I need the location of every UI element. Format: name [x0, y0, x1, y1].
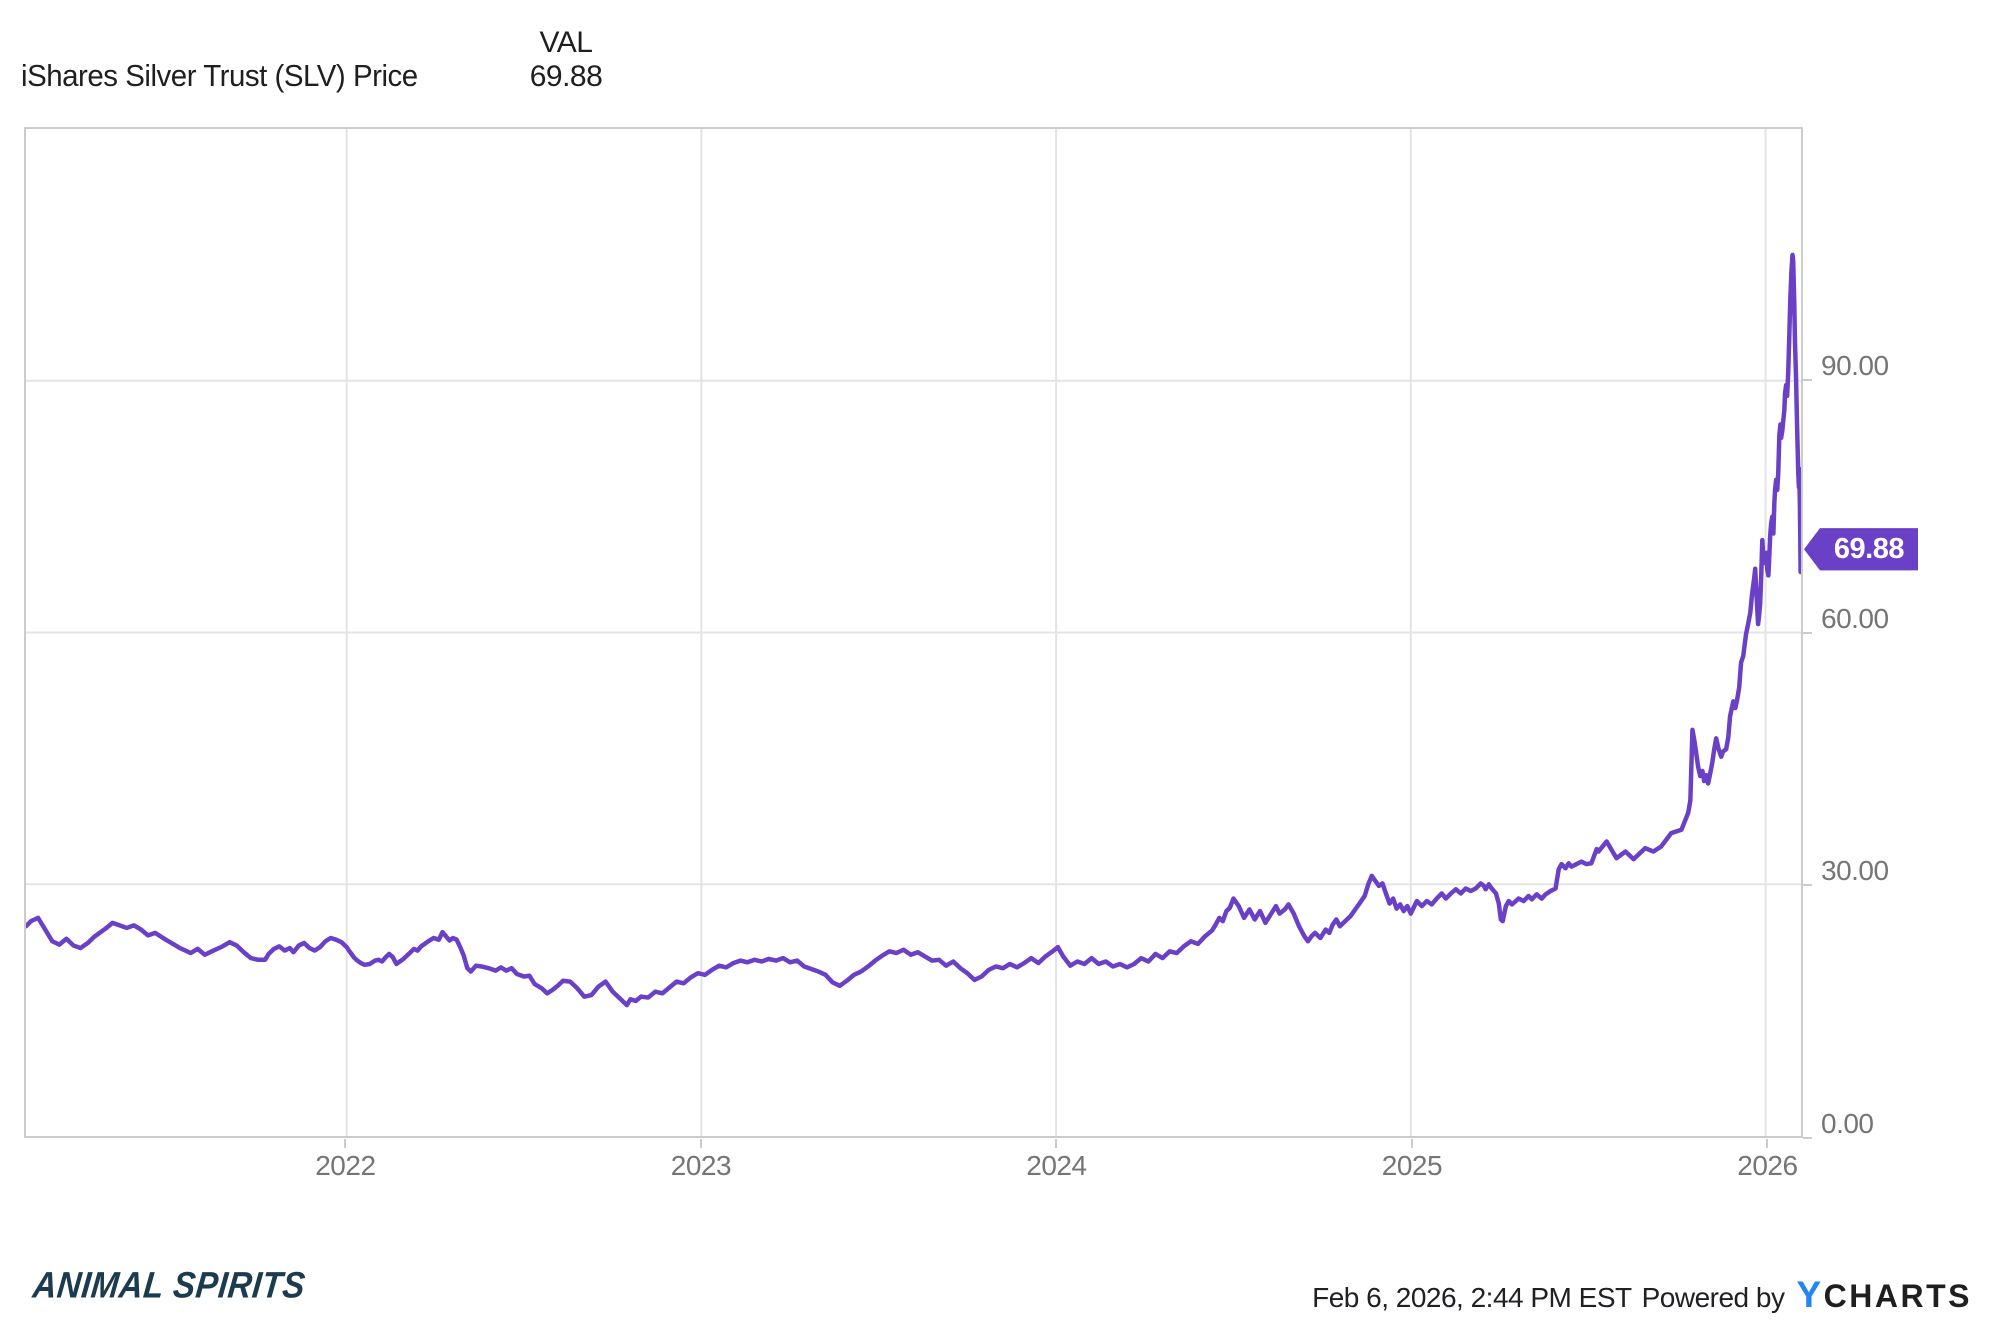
y-axis-tick	[1803, 1137, 1812, 1139]
legend-series-label: VAL	[539, 26, 593, 59]
x-axis-tick	[699, 1139, 702, 1148]
x-axis-label: 2024	[1026, 1150, 1087, 1181]
x-axis-tick	[1766, 1139, 1769, 1148]
ycharts-y-glyph: Y	[1796, 1274, 1824, 1315]
price-line-chart	[26, 129, 1801, 1136]
powered-by-label: Powered by	[1641, 1282, 1785, 1313]
y-axis-label: 0.00	[1821, 1108, 1874, 1139]
x-axis-tick	[1055, 1139, 1058, 1148]
y-axis-label: 30.00	[1821, 855, 1889, 887]
footer-attribution: Feb 6, 2026, 2:44 PM EST Powered by YCHA…	[1312, 1274, 1972, 1316]
price-series-line	[26, 252, 1801, 1008]
ycharts-wordmark: CHARTS	[1823, 1278, 1972, 1314]
x-axis-tick	[344, 1139, 347, 1148]
x-axis-label: 2022	[315, 1150, 376, 1181]
animal-spirits-logo: ANIMAL SPIRITS	[30, 1263, 308, 1306]
y-axis-label: 90.00	[1821, 349, 1889, 381]
y-axis-tick	[1803, 378, 1812, 381]
legend-series-value: 69.88	[529, 60, 603, 93]
y-axis-tick	[1803, 884, 1812, 887]
last-value-badge: 69.88	[1804, 528, 1918, 571]
x-axis-label: 2026	[1737, 1150, 1798, 1181]
x-axis-label: 2025	[1381, 1150, 1443, 1181]
ycharts-logo: YCHARTS	[1796, 1274, 1972, 1316]
timestamp: Feb 6, 2026, 2:44 PM EST	[1312, 1282, 1632, 1313]
y-axis-label: 60.00	[1821, 602, 1889, 634]
x-axis-tick	[1410, 1139, 1413, 1148]
y-axis-tick	[1803, 631, 1812, 634]
x-axis-label: 2023	[670, 1150, 732, 1181]
page-title: iShares Silver Trust (SLV) Price	[21, 58, 418, 93]
chart-plot-area[interactable]	[24, 127, 1803, 1138]
